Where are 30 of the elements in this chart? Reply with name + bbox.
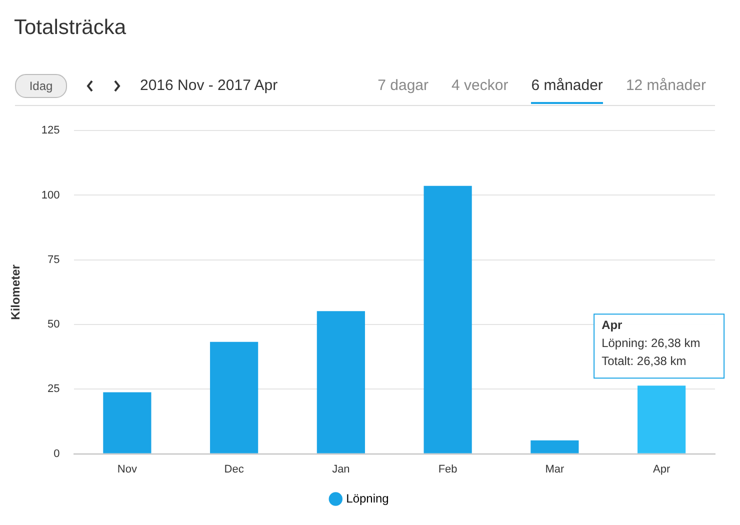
y-tick-label: 100	[41, 189, 60, 202]
x-tick-label: Nov	[117, 463, 138, 476]
y-tick-label: 25	[48, 383, 60, 396]
y-tick-label: 75	[48, 254, 60, 266]
y-tick-label: 0	[54, 448, 60, 460]
annotation: Apr	[602, 318, 623, 332]
x-tick-label: Dec	[224, 463, 244, 476]
text: 12 månader	[626, 77, 706, 96]
bar	[530, 440, 579, 454]
text: 6 månader	[531, 77, 603, 104]
annotation: Totalt: 26,38 km	[602, 354, 686, 368]
text: 2016 Nov - 2017 Apr	[140, 77, 278, 94]
bar	[103, 392, 152, 454]
chart-title: Totalsträcka	[14, 16, 126, 40]
text: 7 dagar	[378, 77, 429, 96]
x-tick-label: Feb	[438, 463, 458, 476]
bar	[424, 186, 472, 454]
bar	[316, 311, 365, 454]
y-tick-label: 50	[48, 318, 60, 331]
bar	[638, 386, 686, 454]
text: Idag	[15, 74, 67, 98]
x-tick-label: Mar	[545, 463, 564, 476]
annotation: Löpning: 26,38 km	[602, 336, 700, 350]
bar	[210, 342, 258, 454]
text: 4 veckor	[452, 77, 508, 96]
y-tick-label: 125	[41, 124, 60, 137]
x-tick-label: Apr	[653, 463, 670, 476]
x-tick-label: Jan	[332, 463, 350, 476]
legend-label: Löpning	[346, 491, 389, 506]
y-axis-title: Kilometer	[8, 264, 23, 320]
